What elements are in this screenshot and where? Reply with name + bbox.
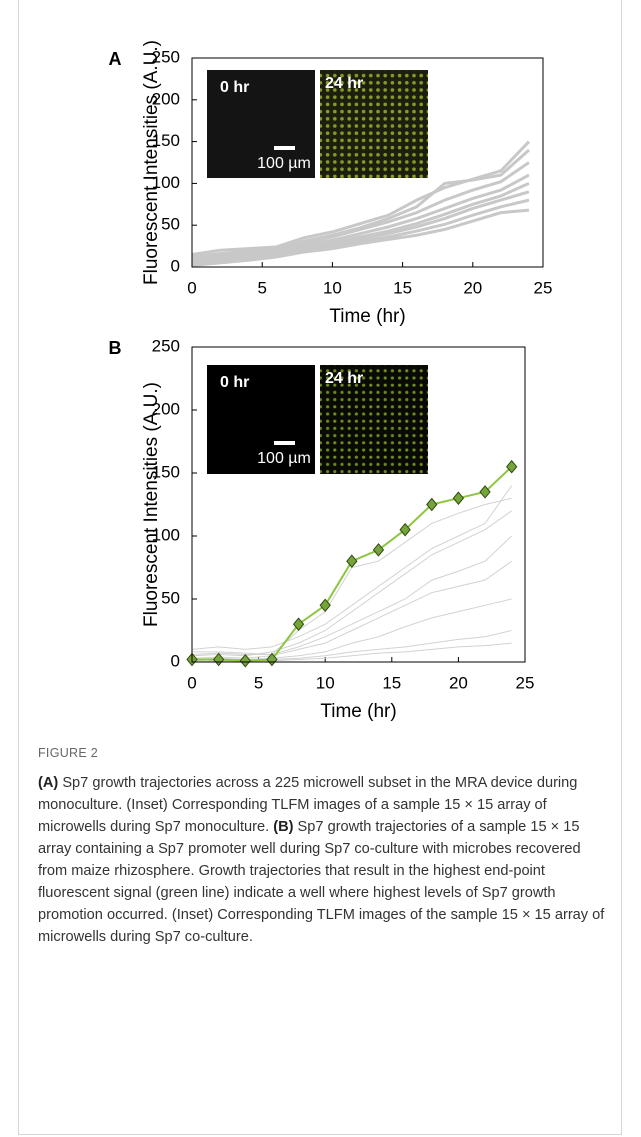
trajectory-line <box>191 560 512 659</box>
inset-image <box>207 70 315 178</box>
y-tick-label: 50 <box>161 215 180 234</box>
inset-image <box>320 70 428 178</box>
trajectory-line <box>191 198 530 266</box>
scale-bar <box>274 146 295 150</box>
diamond-marker <box>239 653 251 668</box>
y-tick-label: 0 <box>171 651 180 670</box>
x-tick-label: 10 <box>323 278 342 297</box>
trajectory-line <box>191 190 530 265</box>
trajectory-line <box>191 173 530 262</box>
diamond-marker <box>399 522 411 537</box>
x-axis-label: Time (hr) <box>329 306 405 327</box>
trajectory-line <box>191 630 512 662</box>
inset-label: 0 hr <box>220 374 249 391</box>
inset-label: 0 hr <box>220 79 249 96</box>
inset-image <box>320 365 428 474</box>
scale-label: 100 µm <box>257 450 311 467</box>
trajectory-line <box>191 510 512 657</box>
diamond-marker <box>479 485 491 499</box>
x-tick-label: 5 <box>257 278 266 297</box>
diamond-marker <box>346 554 358 568</box>
diamond-marker <box>506 459 518 474</box>
x-tick-label: 15 <box>393 278 412 297</box>
plot-frame <box>191 346 526 663</box>
caption-span: Sp7 growth trajectories of a sample 15 ×… <box>38 819 605 945</box>
caption-text: (A) Sp7 growth trajectories across a 225… <box>38 772 608 948</box>
diamond-marker <box>319 598 331 613</box>
y-tick-label: 0 <box>171 256 180 275</box>
inset-label: 24 hr <box>325 75 363 92</box>
trajectory-line <box>191 148 530 259</box>
trajectory-line <box>191 535 513 655</box>
x-tick-label: 20 <box>463 278 482 297</box>
trajectory-line <box>191 598 512 660</box>
inset-label: 24 hr <box>325 370 363 387</box>
panel-label: A <box>109 49 122 69</box>
x-tick-label: 25 <box>534 278 553 297</box>
y-axis-label: Fluorescent Intensities (A.U.) <box>141 382 162 627</box>
trajectory-line <box>191 485 513 650</box>
plot-frame <box>191 57 544 268</box>
trajectory-line <box>191 161 530 261</box>
diamond-marker <box>452 491 465 505</box>
scale-label: 100 µm <box>257 155 311 172</box>
diamond-marker <box>292 617 305 631</box>
x-tick-label: 0 <box>187 673 196 692</box>
x-tick-label: 0 <box>187 278 196 297</box>
x-tick-label: 20 <box>449 673 468 692</box>
panel-label: B <box>109 338 122 358</box>
figure-card <box>18 0 622 1135</box>
y-tick-label: 150 <box>152 131 180 150</box>
diamond-marker <box>212 652 225 667</box>
y-tick-label: 100 <box>152 525 180 544</box>
x-tick-label: 25 <box>516 673 535 692</box>
x-axis-label: Time (hr) <box>320 701 396 722</box>
scale-bar <box>274 441 295 445</box>
y-tick-label: 250 <box>152 47 180 66</box>
y-tick-label: 150 <box>152 462 180 481</box>
diamond-marker <box>426 497 438 512</box>
inset-image <box>207 365 315 474</box>
y-axis-label: Fluorescent Intensities (A.U.) <box>141 40 162 285</box>
y-tick-label: 200 <box>152 399 180 418</box>
x-tick-label: 10 <box>316 673 335 692</box>
caption-span: Sp7 growth trajectories across a 225 mic… <box>38 775 578 835</box>
y-tick-label: 50 <box>161 588 180 607</box>
y-tick-label: 250 <box>152 336 180 355</box>
caption-bold: (B) <box>273 819 294 835</box>
caption-bold: (A) <box>38 775 59 791</box>
trajectory-line <box>191 208 530 267</box>
x-tick-label: 15 <box>382 673 401 692</box>
y-tick-label: 100 <box>152 173 180 192</box>
y-tick-label: 200 <box>152 89 180 108</box>
diamond-marker <box>372 543 385 557</box>
x-tick-label: 5 <box>254 673 263 692</box>
caption: FIGURE 2 (A) Sp7 growth trajectories acr… <box>38 742 608 948</box>
figure-label: FIGURE 2 <box>38 746 99 760</box>
